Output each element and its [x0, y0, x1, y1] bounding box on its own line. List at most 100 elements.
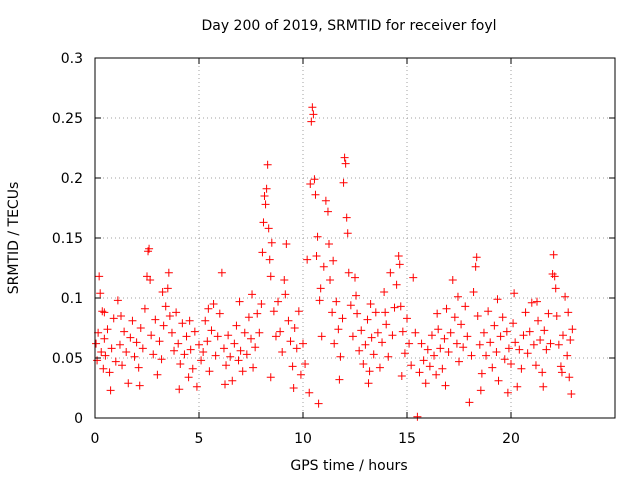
- data-point: [476, 386, 485, 395]
- data-point: [203, 337, 212, 346]
- data-point: [446, 328, 455, 337]
- data-point: [211, 351, 220, 360]
- data-point: [515, 345, 524, 354]
- data-point: [188, 364, 197, 373]
- x-tick-label: 5: [195, 431, 204, 447]
- data-point: [339, 178, 348, 187]
- data-point: [274, 297, 283, 306]
- data-point: [554, 340, 563, 349]
- data-point: [323, 207, 332, 216]
- data-point: [248, 290, 257, 299]
- data-point: [507, 360, 515, 368]
- data-point: [96, 289, 105, 298]
- data-point: [453, 292, 462, 301]
- data-point: [463, 332, 472, 341]
- data-point: [534, 316, 543, 325]
- data-point: [205, 367, 214, 376]
- x-tick-label: 15: [398, 431, 416, 447]
- data-point: [271, 332, 280, 341]
- data-point: [550, 272, 559, 281]
- data-point: [134, 363, 143, 372]
- data-point: [261, 200, 270, 209]
- data-point: [396, 302, 405, 311]
- data-point: [484, 307, 493, 316]
- data-point: [262, 184, 271, 193]
- y-tick-label: 0: [74, 411, 83, 427]
- data-point: [565, 373, 574, 382]
- data-point: [411, 328, 420, 337]
- data-point: [265, 255, 274, 264]
- data-point: [140, 304, 149, 313]
- data-point: [395, 260, 404, 269]
- data-point: [308, 103, 317, 112]
- data-point: [394, 252, 403, 260]
- data-point: [224, 331, 233, 340]
- data-point: [311, 190, 320, 199]
- data-point: [174, 339, 183, 348]
- data-point: [170, 346, 179, 355]
- data-point: [417, 339, 426, 348]
- data-point: [100, 334, 109, 343]
- data-point: [296, 370, 305, 379]
- data-point: [99, 364, 108, 373]
- data-point: [259, 218, 268, 227]
- data-point: [185, 316, 194, 325]
- data-point: [228, 376, 237, 385]
- data-point: [258, 248, 267, 257]
- data-point: [290, 324, 299, 332]
- data-point: [523, 349, 532, 358]
- data-point: [159, 321, 168, 330]
- data-point: [182, 332, 191, 341]
- data-point: [310, 175, 319, 184]
- data-point: [128, 316, 137, 325]
- x-axis-label: GPS time / hours: [290, 458, 407, 474]
- data-point: [380, 288, 389, 296]
- data-point: [317, 332, 326, 341]
- data-point: [486, 338, 495, 347]
- data-point: [388, 331, 397, 340]
- data-point: [361, 340, 370, 349]
- data-point: [226, 352, 235, 361]
- data-point: [419, 356, 428, 365]
- data-point: [353, 309, 362, 318]
- axis-ticks: [94, 57, 615, 419]
- data-point: [529, 340, 538, 349]
- data-point: [105, 368, 114, 377]
- data-point: [238, 367, 247, 376]
- data-point: [436, 344, 445, 353]
- data-point: [280, 276, 289, 284]
- data-point: [299, 339, 307, 348]
- data-point: [542, 345, 551, 354]
- data-point: [164, 268, 173, 277]
- data-point: [568, 325, 577, 334]
- data-point: [147, 331, 156, 340]
- data-point: [120, 327, 129, 336]
- data-point: [433, 309, 442, 318]
- data-point: [305, 388, 314, 397]
- data-point: [326, 276, 335, 284]
- data-point: [253, 309, 262, 318]
- data-point: [556, 362, 565, 371]
- data-point: [472, 253, 481, 262]
- data-point: [282, 240, 291, 248]
- data-point: [434, 325, 443, 334]
- data-point: [219, 344, 228, 353]
- data-point: [316, 284, 325, 293]
- data-point: [494, 376, 503, 385]
- data-point: [452, 339, 461, 348]
- data-point: [321, 196, 330, 205]
- data-point: [461, 302, 470, 311]
- data-point: [363, 315, 372, 324]
- data-point: [477, 369, 486, 378]
- data-point: [503, 388, 512, 397]
- data-point: [364, 379, 373, 388]
- data-point: [303, 255, 312, 264]
- data-point: [115, 340, 124, 349]
- data-point: [306, 180, 315, 188]
- data-point: [235, 297, 244, 306]
- data-point: [334, 325, 343, 334]
- data-point: [430, 351, 439, 360]
- data-point: [330, 339, 339, 348]
- data-point: [234, 356, 243, 365]
- data-point: [475, 340, 484, 349]
